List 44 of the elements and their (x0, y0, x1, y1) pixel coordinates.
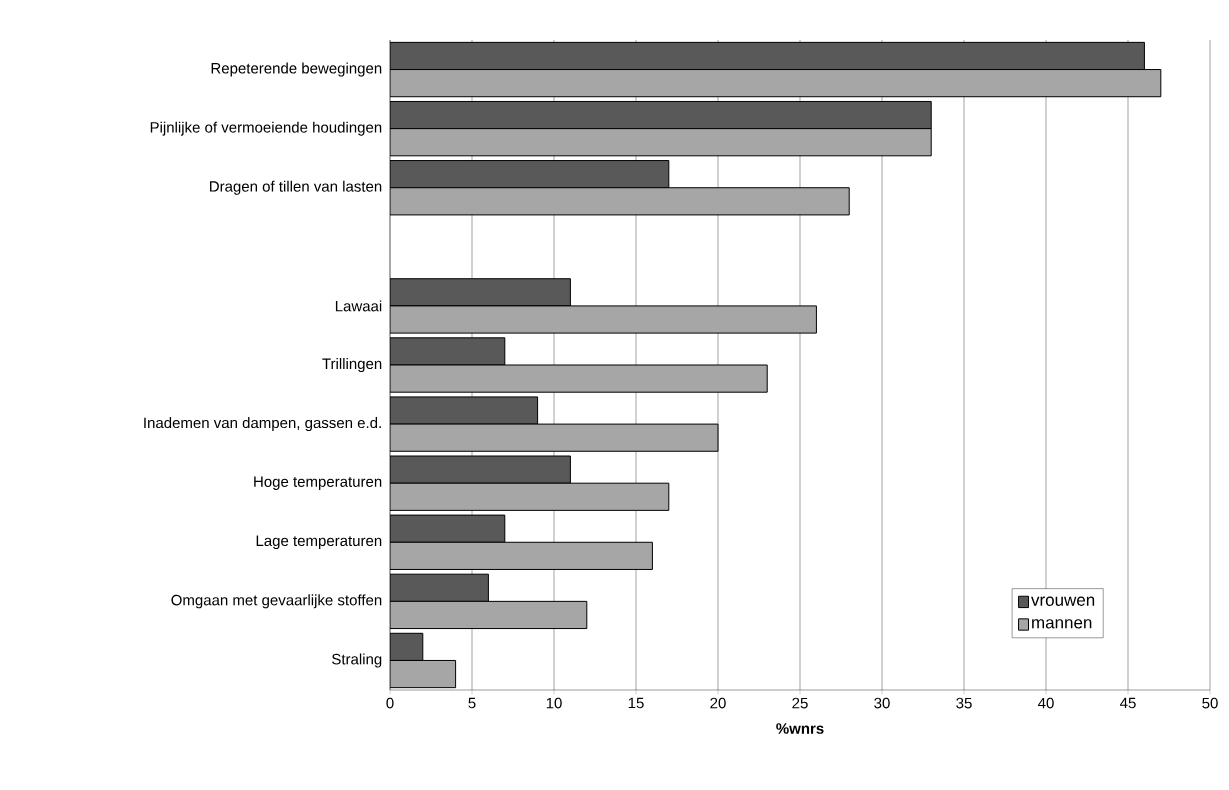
bar (390, 482, 670, 511)
bar (390, 541, 653, 570)
bar (390, 100, 932, 130)
x-tick-label: 10 (546, 697, 562, 709)
legend-label: vrouwen (1031, 596, 1095, 606)
x-tick-label: 35 (956, 697, 972, 709)
y-tick-label: Repeterende bewegingen (211, 62, 382, 77)
bar (390, 187, 850, 216)
x-tick-label: 45 (1120, 697, 1136, 709)
bar (390, 632, 424, 661)
bar (390, 69, 1162, 98)
bar (390, 600, 588, 630)
y-tick-label: Omgaan met gevaarlijke stoffen (171, 594, 382, 609)
bar (390, 42, 1145, 70)
bar (390, 128, 932, 157)
y-tick-label: Hoge temperaturen (254, 476, 382, 490)
x-tick-label: 30 (874, 697, 890, 709)
bar (390, 305, 817, 334)
bar (390, 364, 768, 393)
bar (390, 337, 506, 366)
y-tick-label: Lawaai (335, 300, 382, 312)
y-tick-label: Pijnlijke of vermoeiende houdingen (150, 121, 382, 136)
legend-label: mannen (1032, 619, 1092, 629)
x-tick-label: 25 (792, 697, 808, 709)
x-tick-label: 0 (386, 697, 394, 709)
x-axis-title: %wnrs (776, 723, 824, 734)
bar (390, 514, 506, 543)
bar (390, 573, 489, 602)
bar (390, 455, 571, 484)
x-tick-label: 5 (468, 697, 476, 709)
x-tick-label: 40 (1038, 697, 1054, 709)
y-tick-label: Straling (332, 653, 382, 668)
y-tick-label: Trillingen (322, 358, 382, 372)
x-tick-label: 15 (628, 697, 644, 709)
bar (390, 278, 571, 307)
x-tick-label: 50 (1202, 697, 1218, 709)
y-tick-label: Dragen of tillen van lasten (210, 180, 382, 195)
y-tick-label: Inademen van dampen, gassen e.d. (144, 417, 381, 432)
x-tick-label: 20 (710, 697, 726, 709)
bar (390, 659, 457, 689)
y-tick-label: Lage temperaturen (256, 535, 382, 549)
bar (390, 160, 670, 189)
bar (390, 396, 539, 425)
bar (390, 423, 719, 452)
